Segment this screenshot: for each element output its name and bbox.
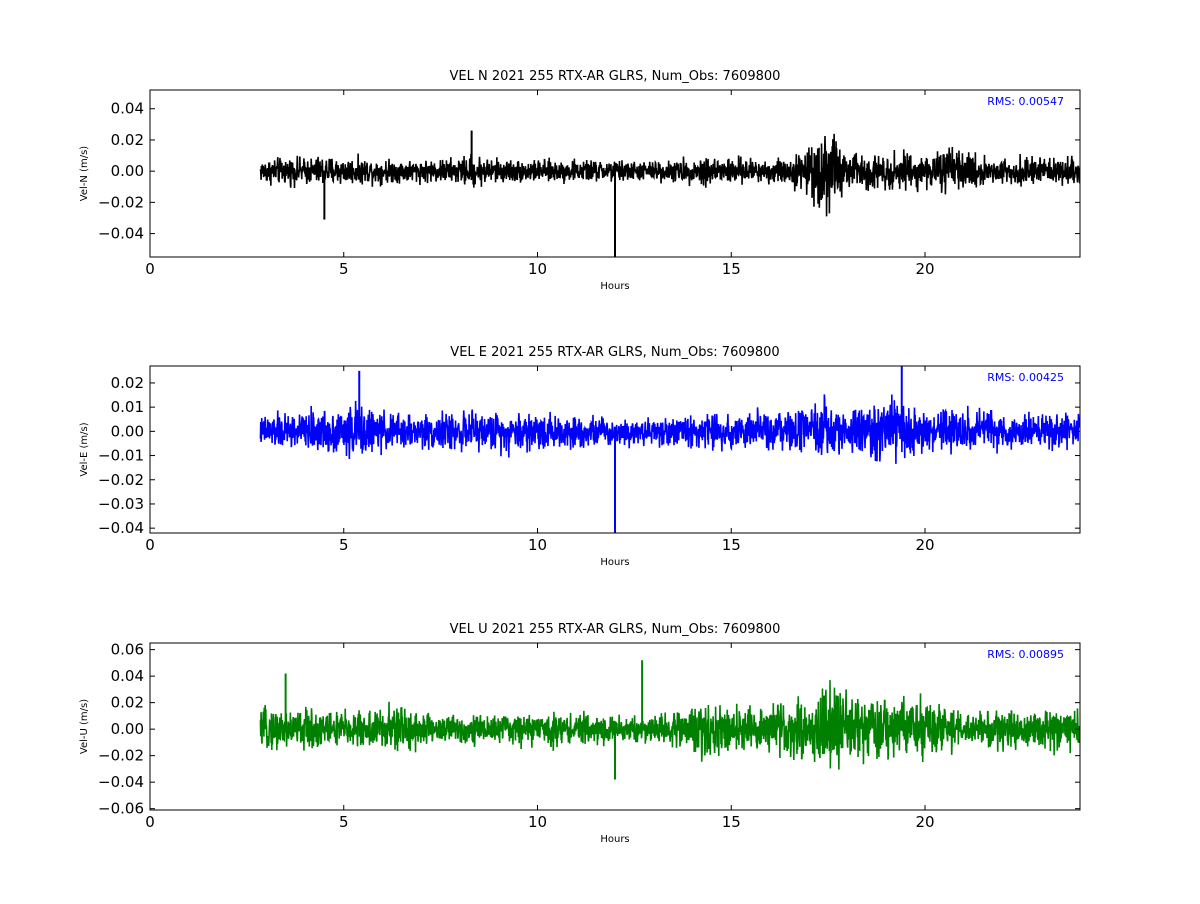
x-tick-label: 15: [722, 813, 741, 831]
y-tick-label: −0.02: [98, 193, 144, 211]
x-tick-label: 15: [722, 536, 741, 554]
axes-frame: [149, 89, 1081, 258]
y-axis-label: Vel-E (m/s): [79, 422, 90, 476]
x-tick-label: 15: [722, 260, 741, 278]
rms-annotation: RMS: 0.00425: [987, 371, 1064, 384]
rms-annotation: RMS: 0.00895: [987, 648, 1064, 661]
x-tick-label: 20: [915, 813, 934, 831]
y-tick-label: 0.02: [111, 374, 144, 392]
y-tick-label: 0.00: [111, 720, 144, 738]
y-tick-label: −0.02: [98, 471, 144, 489]
y-tick-label: 0.01: [111, 398, 144, 416]
x-tick-label: 10: [528, 260, 547, 278]
y-tick-label: −0.01: [98, 447, 144, 465]
y-tick-label: −0.02: [98, 747, 144, 765]
y-tick-label: −0.06: [98, 800, 144, 818]
y-axis-label: Vel-N (m/s): [79, 146, 90, 201]
y-tick-label: 0.00: [111, 422, 144, 440]
axes-frame: [149, 365, 1081, 534]
chart-panel-1: VEL N 2021 255 RTX-AR GLRS, Num_Obs: 760…: [79, 69, 1081, 292]
y-tick-label: −0.04: [98, 519, 144, 537]
chart-panel-3: VEL U 2021 255 RTX-AR GLRS, Num_Obs: 760…: [79, 622, 1081, 845]
x-tick-label: 0: [145, 536, 155, 554]
x-tick-label: 20: [915, 536, 934, 554]
x-tick-label: 5: [339, 260, 349, 278]
chart-panel-2: VEL E 2021 255 RTX-AR GLRS, Num_Obs: 760…: [79, 345, 1081, 568]
y-tick-label: 0.02: [111, 131, 144, 149]
x-axis-label: Hours: [600, 557, 629, 568]
rms-annotation: RMS: 0.00547: [987, 95, 1064, 108]
y-tick-label: 0.04: [111, 100, 144, 118]
y-tick-label: −0.04: [98, 225, 144, 243]
data-series-line: [259, 133, 1080, 217]
chart-title: VEL N 2021 255 RTX-AR GLRS, Num_Obs: 760…: [450, 69, 781, 84]
data-series-line: [259, 680, 1080, 770]
data-series-line: [259, 394, 1080, 464]
y-tick-label: 0.02: [111, 694, 144, 712]
x-axis-label: Hours: [600, 281, 629, 292]
y-tick-label: −0.03: [98, 495, 144, 513]
y-tick-label: −0.04: [98, 773, 144, 791]
chart-title: VEL U 2021 255 RTX-AR GLRS, Num_Obs: 760…: [450, 622, 781, 637]
x-tick-label: 5: [339, 813, 349, 831]
y-tick-label: 0.06: [111, 641, 144, 659]
y-tick-label: 0.00: [111, 162, 144, 180]
x-tick-label: 10: [528, 813, 547, 831]
x-tick-label: 0: [145, 813, 155, 831]
x-tick-label: 20: [915, 260, 934, 278]
x-tick-label: 0: [145, 260, 155, 278]
y-tick-label: 0.04: [111, 667, 144, 685]
y-axis-label: Vel-U (m/s): [79, 699, 90, 754]
axes-frame: [149, 642, 1081, 811]
x-tick-label: 5: [339, 536, 349, 554]
chart-title: VEL E 2021 255 RTX-AR GLRS, Num_Obs: 760…: [450, 345, 779, 360]
x-tick-label: 10: [528, 536, 547, 554]
x-axis-label: Hours: [600, 834, 629, 845]
